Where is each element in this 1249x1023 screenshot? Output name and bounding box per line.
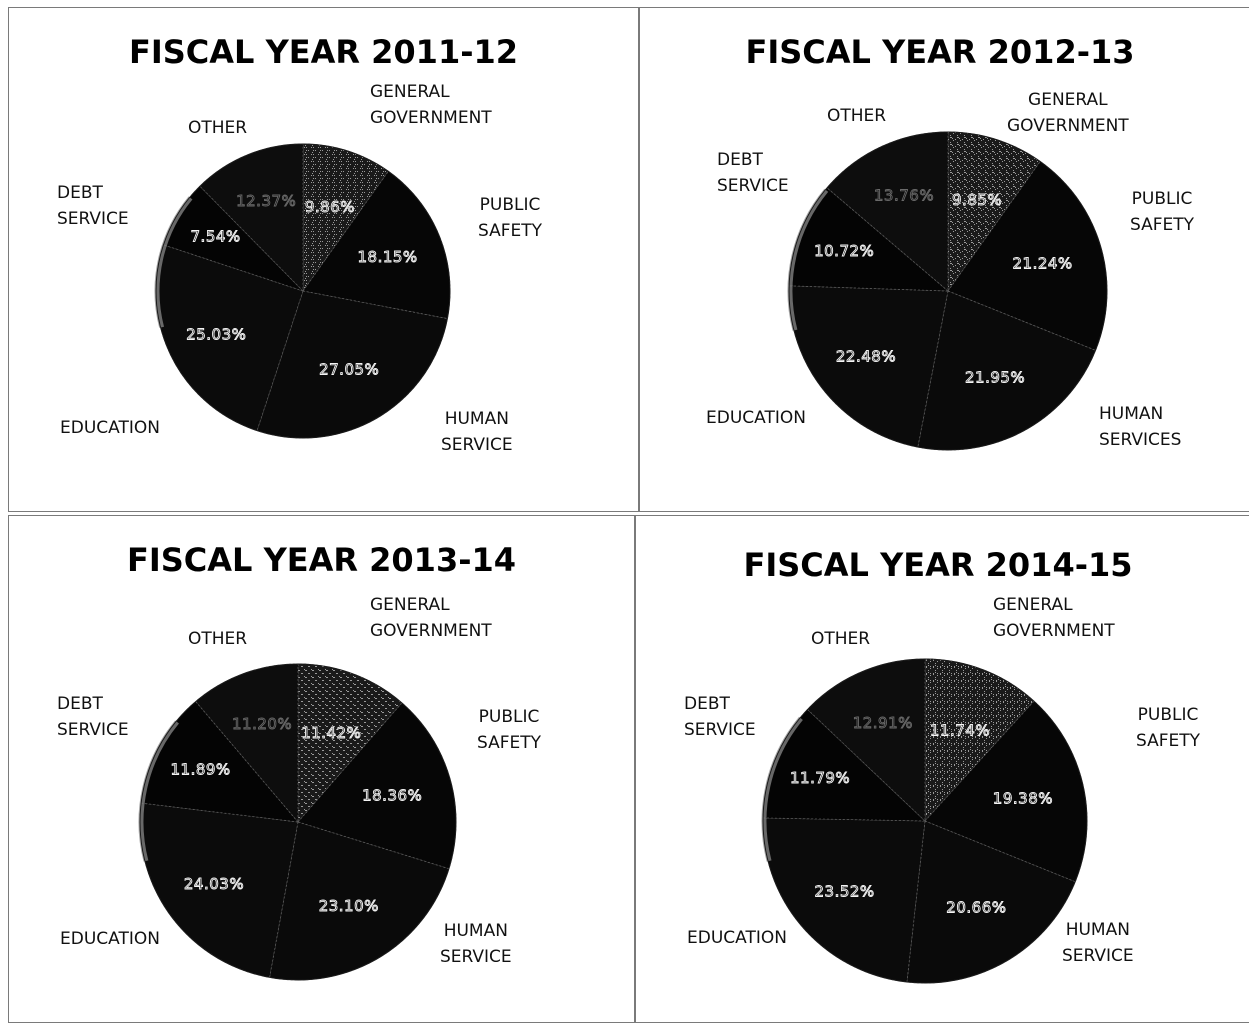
pct-label-human-services: 20.66%	[946, 898, 1006, 916]
edge-highlight	[154, 196, 193, 328]
pct-label-general-government: 11.74%	[930, 721, 990, 739]
pct-label-public-safety: 18.15%	[357, 248, 417, 266]
pct-label-human-services: 23.10%	[319, 897, 379, 915]
pct-label-other: 11.20%	[232, 715, 292, 733]
pie-chart-fy-2012-13: 9.85% 21.24% 21.95% 22.48% 10.72% 13.76%	[787, 131, 1108, 451]
chart-title: FISCAL YEAR 2011-12	[128, 33, 519, 71]
pct-label-debt-service: 7.54%	[191, 228, 241, 246]
slice-human-services	[906, 820, 1076, 984]
label-human-services: HUMAN SERVICES	[1099, 404, 1182, 450]
label-general-government: GENERAL GOVERNMENT	[370, 82, 492, 128]
pct-label-education: 24.03%	[184, 875, 244, 893]
edge-highlight	[761, 716, 803, 862]
edge-highlight	[787, 188, 829, 331]
label-public-safety: PUBLIC SAFETY	[478, 195, 543, 241]
label-other: OTHER	[827, 106, 887, 126]
label-human-service: HUMAN SERVICE	[1062, 920, 1134, 966]
label-human-service: HUMAN SERVICE	[441, 409, 513, 455]
chart-title: FISCAL YEAR 2014-15	[743, 546, 1133, 584]
pie-outline	[155, 143, 451, 439]
label-debt-service: DEBT SERVICE	[684, 694, 756, 740]
label-general-government: GENERAL GOVERNMENT	[1007, 90, 1129, 136]
pct-label-human-services: 21.95%	[965, 369, 1025, 387]
chart-panel-fy-2012-13: FISCAL YEAR 2012-13 9.85% 21.24% 21.95% 22.…	[639, 7, 1249, 512]
slice-general-government	[297, 663, 403, 824]
label-debt-service: DEBT SERVICE	[57, 694, 129, 740]
chart-panel-fy-2011-12: FISCAL YEAR 2011-12 9.86% 18.15% 27.05% 25.…	[8, 7, 639, 512]
label-education: EDUCATION	[706, 408, 806, 428]
pct-label-debt-service: 11.89%	[170, 761, 230, 779]
pct-label-education: 23.52%	[814, 883, 874, 901]
pie-chart-fy-2014-15: 11.74% 19.38% 20.66% 23.52% 11.79% 12.91%	[761, 658, 1088, 984]
pct-label-other: 12.91%	[853, 714, 913, 732]
pct-label-debt-service: 11.79%	[790, 769, 850, 787]
label-public-safety: PUBLIC SAFETY	[1136, 705, 1201, 751]
pct-label-general-government: 9.85%	[952, 191, 1002, 209]
pie-outline	[788, 131, 1108, 451]
label-general-government: GENERAL GOVERNMENT	[370, 595, 492, 641]
label-debt-service: DEBT SERVICE	[717, 150, 789, 196]
label-education: EDUCATION	[60, 929, 160, 949]
pct-label-general-government: 9.86%	[305, 198, 355, 216]
pct-label-other: 12.37%	[236, 192, 296, 210]
pct-label-debt-service: 10.72%	[814, 242, 874, 260]
pie-chart-fy-2013-14: 11.42% 18.36% 23.10% 24.03% 11.89% 11.20%	[138, 663, 457, 981]
pie-chart-fy-2011-12: 9.86% 18.15% 27.05% 25.03% 7.54% 12.37%	[154, 143, 451, 439]
pct-label-other: 13.76%	[874, 187, 934, 205]
label-education: EDUCATION	[687, 928, 787, 948]
pie-outline	[762, 658, 1088, 984]
slice-education	[788, 285, 949, 448]
chart-panel-fy-2014-15: FISCAL YEAR 2014-15 11.74% 19.38% 20.66% 23…	[635, 515, 1249, 1023]
label-human-service: HUMAN SERVICE	[440, 921, 512, 967]
chart-title: FISCAL YEAR 2012-13	[745, 33, 1135, 71]
pct-label-public-safety: 21.24%	[1012, 254, 1072, 272]
label-education: EDUCATION	[60, 418, 160, 438]
chart-title: FISCAL YEAR 2013-14	[126, 541, 517, 579]
label-other: OTHER	[811, 629, 871, 649]
label-other: OTHER	[188, 118, 248, 138]
pct-label-human-services: 27.05%	[319, 361, 379, 379]
label-general-government: GENERAL GOVERNMENT	[993, 595, 1115, 641]
pct-label-general-government: 11.42%	[301, 724, 361, 742]
pct-label-public-safety: 19.38%	[993, 790, 1053, 808]
pct-label-education: 25.03%	[186, 326, 246, 344]
label-public-safety: PUBLIC SAFETY	[1130, 189, 1195, 235]
pie-outline	[139, 663, 457, 981]
chart-panel-fy-2013-14: FISCAL YEAR 2013-14 11.42% 18.36% 23.10% 24…	[8, 515, 635, 1023]
pct-label-education: 22.48%	[836, 348, 896, 366]
edge-highlight	[138, 720, 179, 862]
label-debt-service: DEBT SERVICE	[57, 183, 129, 229]
label-public-safety: PUBLIC SAFETY	[477, 707, 542, 753]
label-other: OTHER	[188, 629, 248, 649]
pct-label-public-safety: 18.36%	[362, 786, 422, 804]
